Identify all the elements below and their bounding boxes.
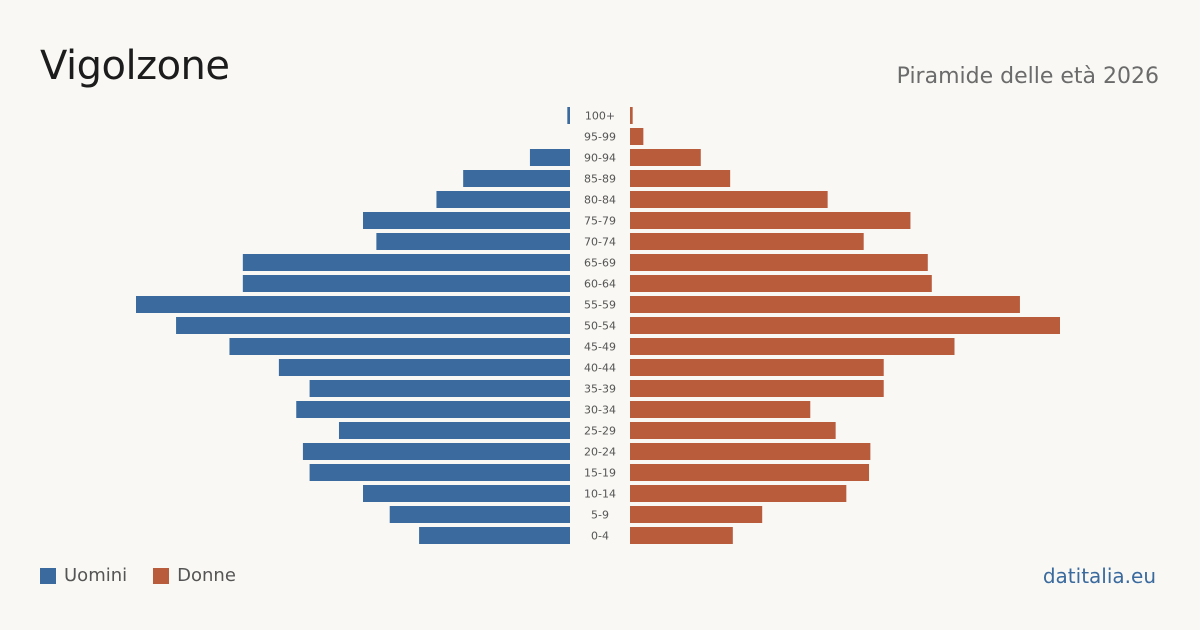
bar-women-75-79 [630, 212, 911, 229]
bar-men-60-64 [242, 275, 570, 292]
bar-men-5-9 [389, 506, 570, 523]
age-label-30-34: 30-34 [584, 404, 616, 417]
bar-women-95-99 [630, 128, 644, 145]
age-label-10-14: 10-14 [584, 488, 616, 501]
bar-women-40-44 [630, 359, 884, 376]
bar-women-30-34 [630, 401, 811, 418]
bar-women-0-4 [630, 527, 733, 544]
bar-men-45-49 [229, 338, 570, 355]
bar-women-15-19 [630, 464, 870, 481]
age-label-35-39: 35-39 [584, 383, 616, 396]
age-label-90-94: 90-94 [584, 152, 616, 165]
bar-women-90-94 [630, 149, 701, 166]
bar-women-50-54 [630, 317, 1060, 334]
age-label-40-44: 40-44 [584, 362, 616, 375]
bar-men-65-69 [242, 254, 570, 271]
bar-women-25-29 [630, 422, 836, 439]
bar-men-35-39 [309, 380, 570, 397]
bar-men-25-29 [338, 422, 570, 439]
bar-men-100plus [567, 107, 570, 124]
bar-women-80-84 [630, 191, 828, 208]
age-label-65-69: 65-69 [584, 257, 616, 270]
age-label-0-4: 0-4 [591, 530, 609, 543]
age-label-85-89: 85-89 [584, 173, 616, 186]
legend-item-men: Uomini [40, 565, 127, 586]
bar-men-10-14 [363, 485, 570, 502]
age-label-20-24: 20-24 [584, 446, 616, 459]
bar-women-100plus [630, 107, 633, 124]
chart-subtitle: Piramide delle età 2026 [896, 64, 1159, 89]
chart-title: Vigolzone [40, 43, 230, 89]
bar-men-80-84 [436, 191, 570, 208]
legend: Uomini Donne [40, 565, 262, 586]
bar-men-30-34 [296, 401, 570, 418]
age-label-45-49: 45-49 [584, 341, 616, 354]
age-label-55-59: 55-59 [584, 299, 616, 312]
bar-men-70-74 [376, 233, 570, 250]
bar-women-20-24 [630, 443, 871, 460]
bar-women-10-14 [630, 485, 847, 502]
age-label-60-64: 60-64 [584, 278, 616, 291]
bar-men-20-24 [302, 443, 570, 460]
age-label-80-84: 80-84 [584, 194, 616, 207]
bar-women-45-49 [630, 338, 955, 355]
legend-swatch-men [40, 567, 56, 584]
bar-women-70-74 [630, 233, 864, 250]
bar-women-85-89 [630, 170, 731, 187]
age-label-15-19: 15-19 [584, 467, 616, 480]
bar-men-55-59 [135, 296, 571, 313]
age-label-5-9: 5-9 [591, 509, 609, 522]
bar-women-60-64 [630, 275, 932, 292]
age-label-50-54: 50-54 [584, 320, 616, 333]
age-label-100plus: 100+ [585, 110, 615, 123]
bar-women-65-69 [630, 254, 928, 271]
source-link[interactable]: datitalia.eu [1042, 564, 1156, 588]
bar-men-15-19 [309, 464, 570, 481]
age-label-95-99: 95-99 [584, 131, 616, 144]
bar-men-50-54 [176, 317, 570, 334]
age-label-70-74: 70-74 [584, 236, 616, 249]
bar-men-90-94 [529, 149, 570, 166]
legend-swatch-women [153, 567, 170, 584]
bar-men-0-4 [419, 527, 570, 544]
legend-item-women: Donne [153, 565, 236, 586]
legend-label-men: Uomini [64, 565, 128, 586]
bar-women-55-59 [630, 296, 1020, 313]
bar-women-35-39 [630, 380, 884, 397]
age-label-75-79: 75-79 [584, 215, 616, 228]
legend-label-women: Donne [177, 565, 236, 586]
bar-men-75-79 [363, 212, 570, 229]
bar-men-85-89 [463, 170, 570, 187]
bar-men-40-44 [278, 359, 570, 376]
age-label-25-29: 25-29 [584, 425, 616, 438]
bar-women-5-9 [630, 506, 763, 523]
